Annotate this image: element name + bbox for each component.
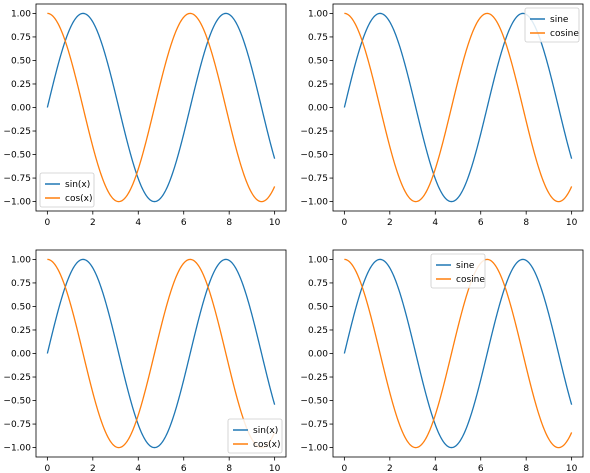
x-tick-label: 2 <box>90 464 96 473</box>
series-line-cosine <box>344 258 573 449</box>
y-tick-label: 0.25 <box>308 326 328 336</box>
y-tick-label: 1.00 <box>308 9 328 19</box>
legend-label: cos(x) <box>65 194 93 204</box>
y-tick-label: 0.75 <box>308 33 328 43</box>
x-tick-label: 0 <box>341 218 347 228</box>
x-tick-label: 6 <box>181 464 187 473</box>
legend-label: sine <box>456 261 475 271</box>
subplot-4: 0 2 4 6 8 10 1.00 0.75 0.50 0.25 0.00 −0.25 −0.50 −0.… <box>300 249 584 473</box>
y-tick-label: −1.00 <box>300 198 328 208</box>
series-line-cosine <box>47 258 276 449</box>
y-tick-label: −1.00 <box>3 198 31 208</box>
y-tick-label: 0.50 <box>11 56 31 66</box>
y-tick-label: −0.50 <box>300 397 328 407</box>
y-tick-label: 1.00 <box>11 255 31 265</box>
subplot-1: 0 2 4 6 8 10 1.00 0.75 0.50 0.25 0.00 −0.25 −0.50 −0.… <box>3 3 287 228</box>
x-tick-label: 8 <box>226 218 232 228</box>
y-tick-label: −0.25 <box>300 373 328 383</box>
y-tick-label: 0.00 <box>308 104 328 114</box>
y-tick-label: 1.00 <box>308 255 328 265</box>
x-tick-label: 2 <box>387 464 393 473</box>
x-tick-label: 2 <box>387 218 393 228</box>
x-tick-label: 4 <box>432 218 438 228</box>
y-tick-label: −0.75 <box>3 420 31 430</box>
y-tick-label: −0.75 <box>300 174 328 184</box>
y-tick-label: 0.50 <box>11 302 31 312</box>
y-tick-label: −1.00 <box>3 444 31 454</box>
series-line-sine <box>46 12 276 203</box>
subplot-2: 0 2 4 6 8 10 1.00 0.75 0.50 0.25 0.00 −0.25 −0.50 −0.… <box>300 3 584 228</box>
y-tick-label: −0.50 <box>300 151 328 161</box>
legend: sin(x) cos(x) <box>227 418 283 454</box>
y-tick-label: −0.25 <box>3 127 31 137</box>
x-tick-label: 0 <box>44 218 50 228</box>
x-tick-label: 8 <box>523 464 529 473</box>
y-tick-label: −0.25 <box>300 127 328 137</box>
y-tick-label: −0.50 <box>3 151 31 161</box>
series-line-cosine <box>344 12 573 203</box>
y-tick-label: −0.75 <box>300 420 328 430</box>
x-tick-label: 0 <box>341 464 347 473</box>
subplot-3: 0 2 4 6 8 10 1.00 0.75 0.50 0.25 0.00 −0.25 −0.50 −0.… <box>3 249 287 473</box>
y-tick-label: −0.50 <box>3 397 31 407</box>
legend-label: sine <box>550 15 569 25</box>
y-tick-label: 0.25 <box>308 80 328 90</box>
legend-label: sin(x) <box>253 426 278 436</box>
x-tick-label: 10 <box>566 218 578 228</box>
x-tick-label: 4 <box>432 464 438 473</box>
x-tick-label: 2 <box>90 218 96 228</box>
x-tick-label: 4 <box>135 464 141 473</box>
legend: sine cosine <box>430 253 486 289</box>
y-tick-label: 0.25 <box>11 326 31 336</box>
legend-label: cos(x) <box>253 440 281 450</box>
x-tick-label: 10 <box>269 464 281 473</box>
legend-label: cosine <box>456 275 485 285</box>
legend: sine cosine <box>524 7 580 43</box>
x-tick-label: 6 <box>478 464 484 473</box>
legend: sin(x) cos(x) <box>39 172 95 208</box>
series-line-cosine <box>47 12 276 203</box>
y-tick-label: 0.50 <box>308 302 328 312</box>
y-tick-label: 0.00 <box>11 104 31 114</box>
x-tick-label: 6 <box>478 218 484 228</box>
y-tick-label: −0.75 <box>3 174 31 184</box>
x-tick-label: 0 <box>44 464 50 473</box>
y-tick-label: 0.25 <box>11 80 31 90</box>
y-tick-label: 0.50 <box>308 56 328 66</box>
y-tick-label: 0.75 <box>308 279 328 289</box>
y-tick-label: −1.00 <box>300 444 328 454</box>
x-tick-label: 8 <box>226 464 232 473</box>
series-line-sine <box>343 258 573 449</box>
legend-label: sin(x) <box>65 180 90 190</box>
x-tick-label: 10 <box>269 218 281 228</box>
x-tick-label: 8 <box>523 218 529 228</box>
series-line-sine <box>46 258 276 449</box>
x-tick-label: 4 <box>135 218 141 228</box>
x-tick-label: 10 <box>566 464 578 473</box>
legend-label: cosine <box>550 29 579 39</box>
y-tick-label: −0.25 <box>3 373 31 383</box>
y-tick-label: 0.75 <box>11 33 31 43</box>
y-tick-label: 0.00 <box>308 350 328 360</box>
y-tick-label: 1.00 <box>11 9 31 19</box>
y-tick-label: 0.00 <box>11 350 31 360</box>
x-tick-label: 6 <box>181 218 187 228</box>
y-tick-label: 0.75 <box>11 279 31 289</box>
